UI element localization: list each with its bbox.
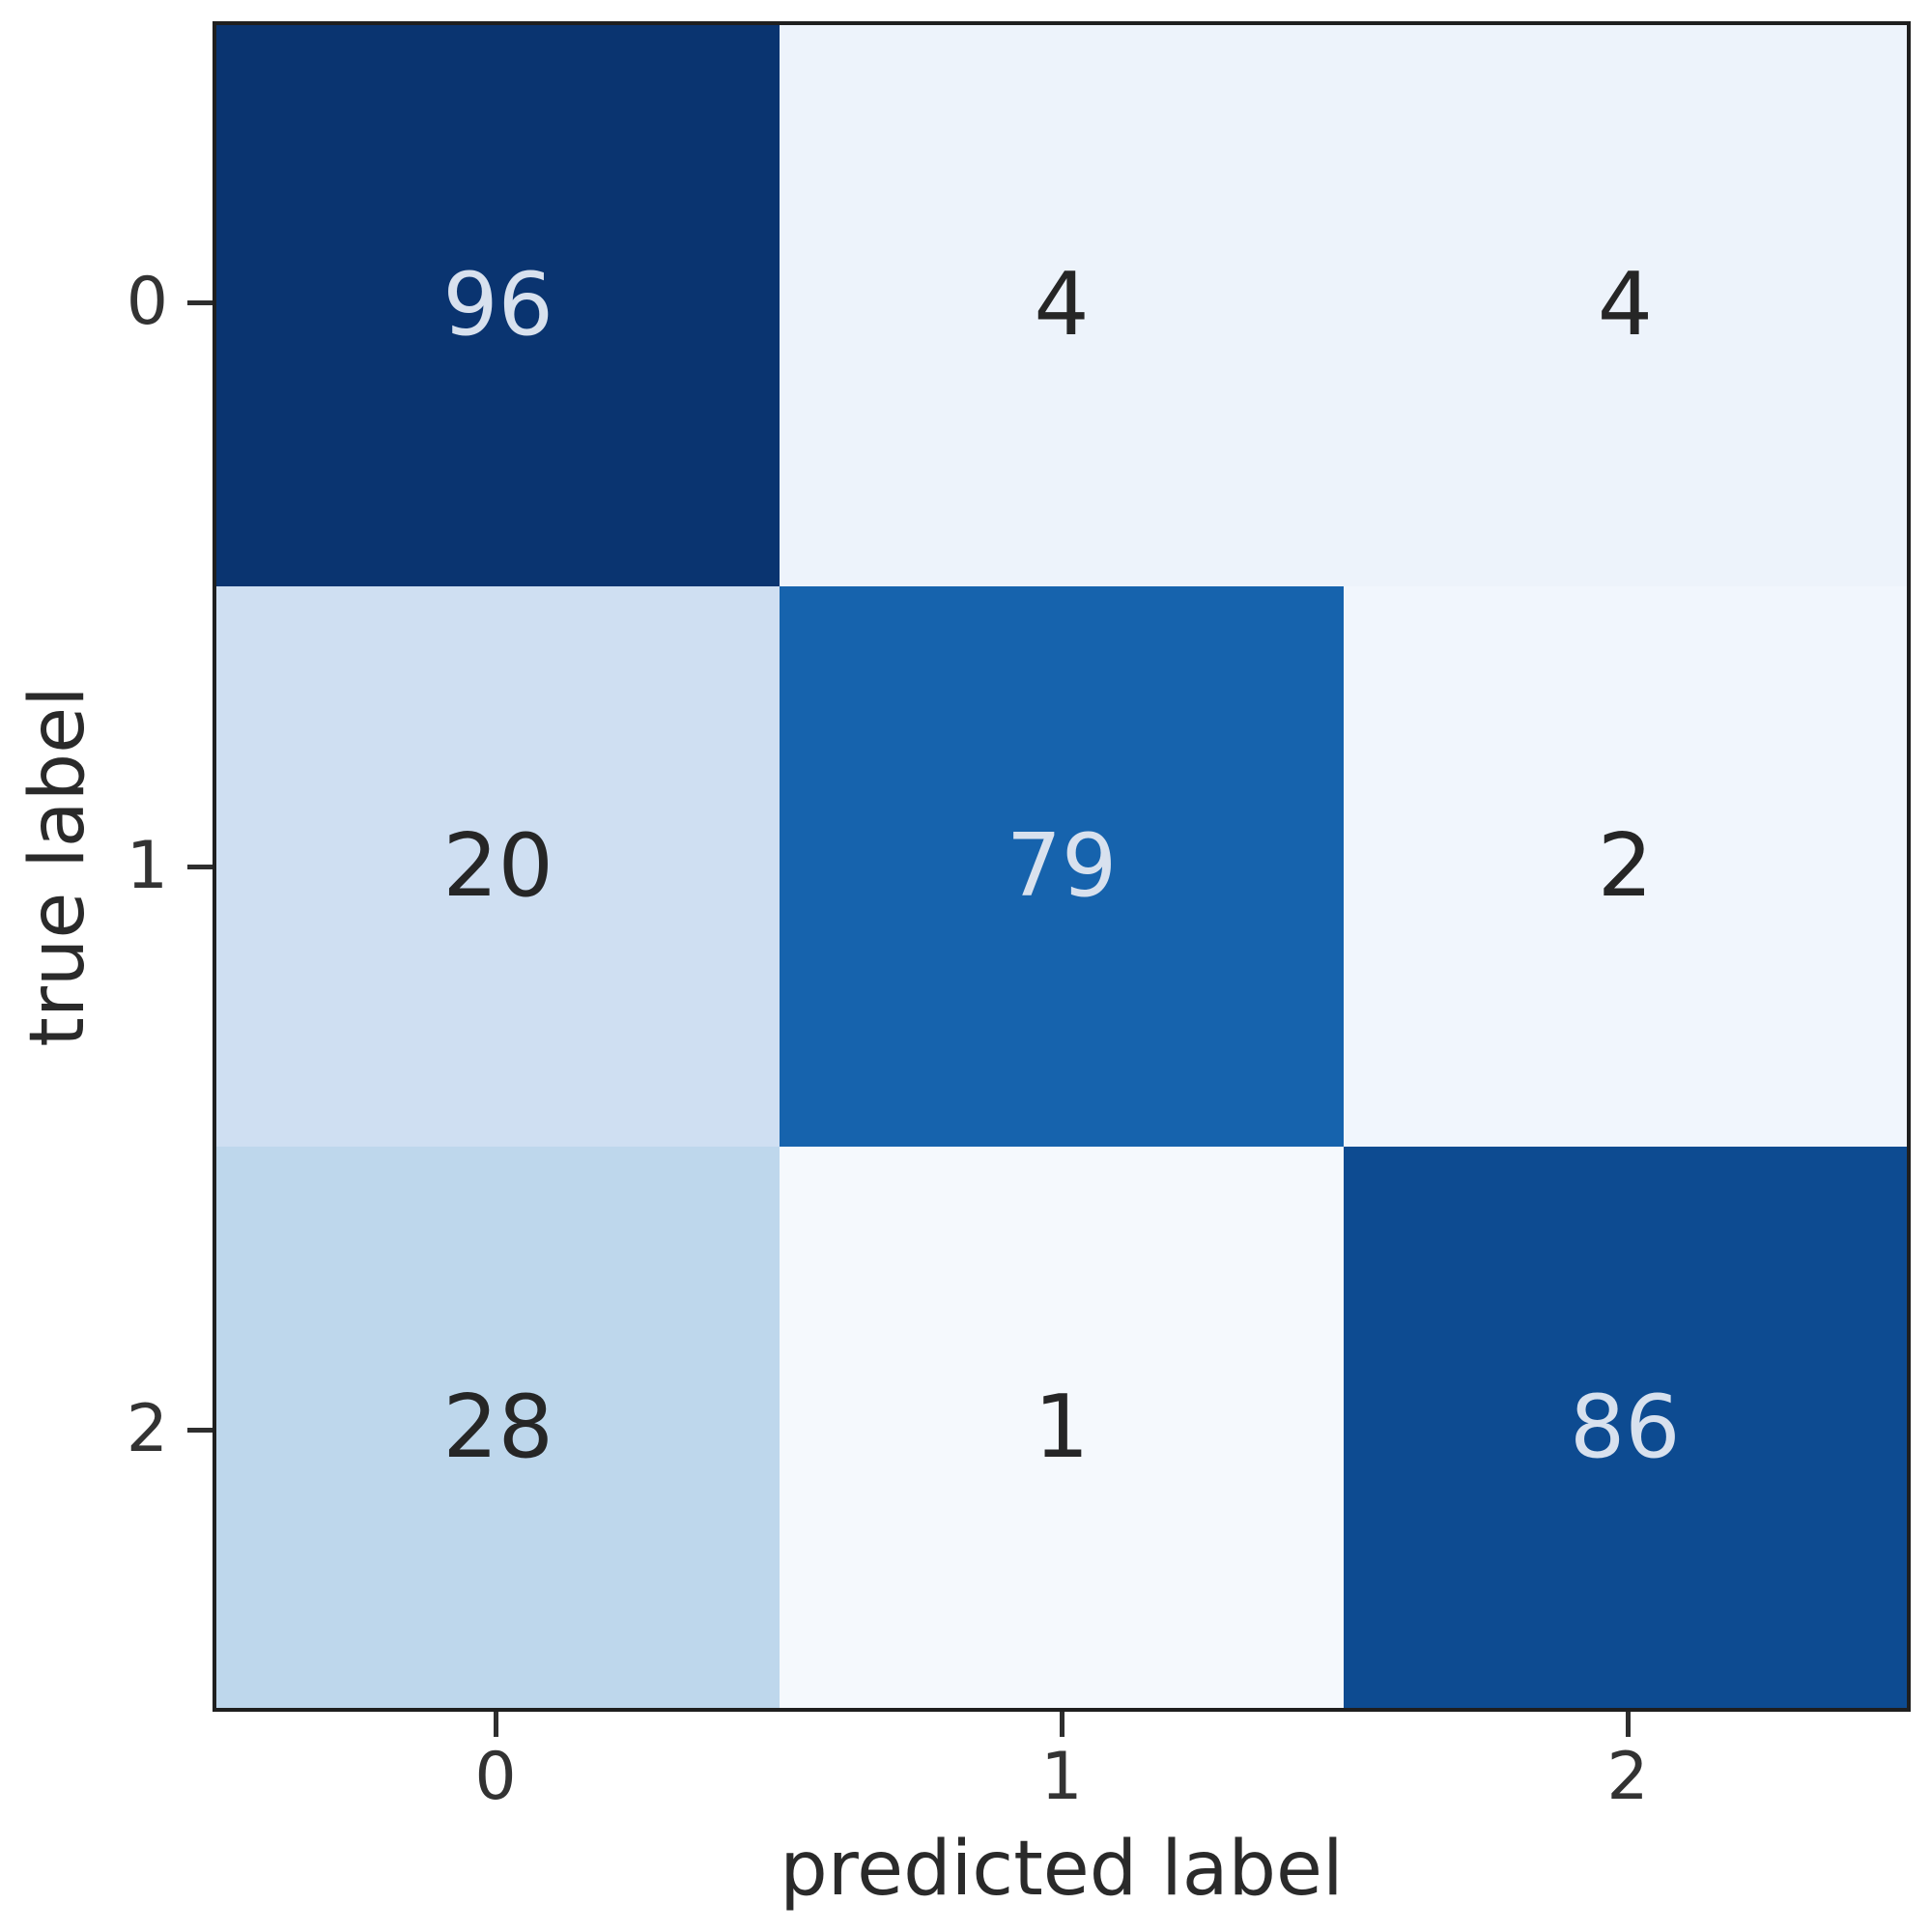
x-tick-mark-2 (1626, 1712, 1631, 1737)
y-tick-mark-2 (187, 1428, 213, 1433)
y-tick-mark-0 (187, 300, 213, 305)
x-tick-label-1: 1 (1040, 1739, 1083, 1815)
x-tick-mark-1 (1060, 1712, 1064, 1737)
matrix-cell-value: 20 (442, 814, 553, 917)
matrix-cell-r0c2: 4 (1343, 25, 1907, 586)
matrix-cell-r2c1: 1 (780, 1147, 1344, 1708)
y-tick-mark-1 (187, 865, 213, 869)
x-tick-label-0: 0 (474, 1739, 517, 1815)
heatmap-plot-area: 96 4 4 20 79 2 28 1 86 (213, 21, 1911, 1712)
y-tick-label-1: 1 (126, 828, 168, 904)
matrix-cell-value: 4 (1597, 254, 1653, 356)
y-axis-title: true label (14, 686, 101, 1047)
matrix-cell-value: 28 (442, 1376, 553, 1478)
y-tick-label-2: 2 (126, 1391, 168, 1467)
matrix-cell-r0c1: 4 (780, 25, 1344, 586)
matrix-cell-r1c2: 2 (1343, 585, 1907, 1148)
matrix-cell-value: 4 (1034, 254, 1090, 356)
matrix-cell-r2c0: 28 (216, 1147, 781, 1708)
x-tick-mark-0 (494, 1712, 498, 1737)
y-tick-label-0: 0 (126, 264, 168, 340)
matrix-cell-value: 2 (1597, 814, 1653, 917)
matrix-cell-r2c2: 86 (1343, 1147, 1907, 1708)
matrix-cell-value: 1 (1034, 1376, 1090, 1478)
matrix-cell-value: 86 (1570, 1376, 1681, 1478)
matrix-cell-r1c1: 79 (780, 585, 1344, 1148)
matrix-cell-value: 79 (1006, 814, 1118, 917)
matrix-cell-r1c0: 20 (216, 585, 781, 1148)
x-tick-label-2: 2 (1606, 1739, 1649, 1815)
matrix-cell-value: 96 (442, 254, 553, 356)
x-axis-title: predicted label (780, 1826, 1344, 1913)
matrix-cell-r0c0: 96 (216, 25, 781, 586)
